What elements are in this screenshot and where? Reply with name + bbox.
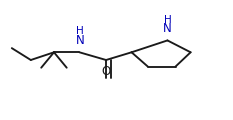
Text: N: N (75, 34, 84, 47)
Text: N: N (163, 22, 172, 35)
Text: H: H (76, 26, 84, 36)
Text: O: O (101, 65, 111, 78)
Text: H: H (164, 15, 171, 25)
